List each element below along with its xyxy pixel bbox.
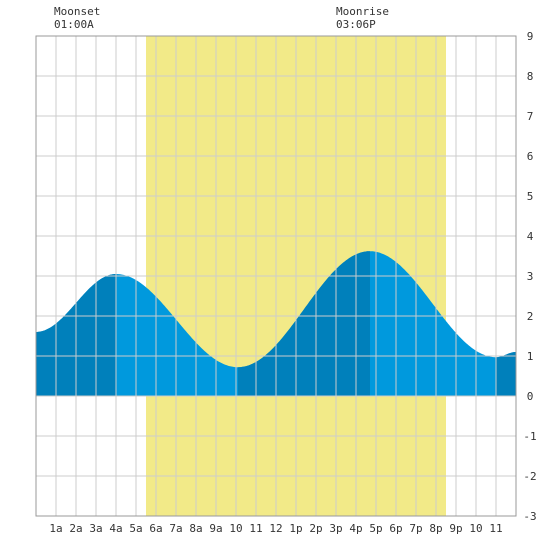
- moonrise-label: Moonrise: [336, 5, 389, 18]
- x-tick-label: 4p: [349, 522, 362, 535]
- x-tick-label: 11: [249, 522, 262, 535]
- x-tick-label: 11: [489, 522, 502, 535]
- tide-area-dark-3: [496, 352, 516, 396]
- x-tick-label: 7p: [409, 522, 422, 535]
- y-tick-label: 4: [527, 230, 534, 243]
- y-tick-label: 1: [527, 350, 534, 363]
- y-tick-label: 0: [527, 390, 534, 403]
- y-tick-label: -3: [523, 510, 536, 523]
- tide-area-dark-2: [238, 251, 370, 396]
- y-tick-label: 6: [527, 150, 534, 163]
- x-tick-label: 10: [229, 522, 242, 535]
- x-tick-label: 8a: [189, 522, 202, 535]
- x-tick-label: 6a: [149, 522, 162, 535]
- x-tick-label: 12: [269, 522, 282, 535]
- x-tick-label: 9a: [209, 522, 222, 535]
- x-tick-label: 8p: [429, 522, 442, 535]
- y-tick-label: 9: [527, 30, 534, 43]
- x-tick-label: 5a: [129, 522, 142, 535]
- plot-frame: [35, 35, 517, 517]
- x-tick-label: 1p: [289, 522, 302, 535]
- moonrise-time: 03:06P: [336, 18, 376, 31]
- y-tick-label: -2: [523, 470, 536, 483]
- y-tick-label: 7: [527, 110, 534, 123]
- x-tick-label: 2a: [69, 522, 82, 535]
- x-tick-label: 4a: [109, 522, 122, 535]
- x-tick-label: 3a: [89, 522, 102, 535]
- y-tick-label: 5: [527, 190, 534, 203]
- x-tick-label: 3p: [329, 522, 342, 535]
- x-tick-label: 6p: [389, 522, 402, 535]
- x-tick-label: 2p: [309, 522, 322, 535]
- y-tick-label: 2: [527, 310, 534, 323]
- moonset-label: Moonset: [54, 5, 101, 18]
- moonset-time: 01:00A: [54, 18, 94, 31]
- y-tick-label: -1: [523, 430, 536, 443]
- y-tick-label: 8: [527, 70, 534, 83]
- x-tick-label: 5p: [369, 522, 382, 535]
- x-tick-label: 1a: [49, 522, 62, 535]
- y-tick-label: 3: [527, 270, 534, 283]
- x-tick-label: 7a: [169, 522, 182, 535]
- x-tick-label: 9p: [449, 522, 462, 535]
- x-tick-label: 10: [469, 522, 482, 535]
